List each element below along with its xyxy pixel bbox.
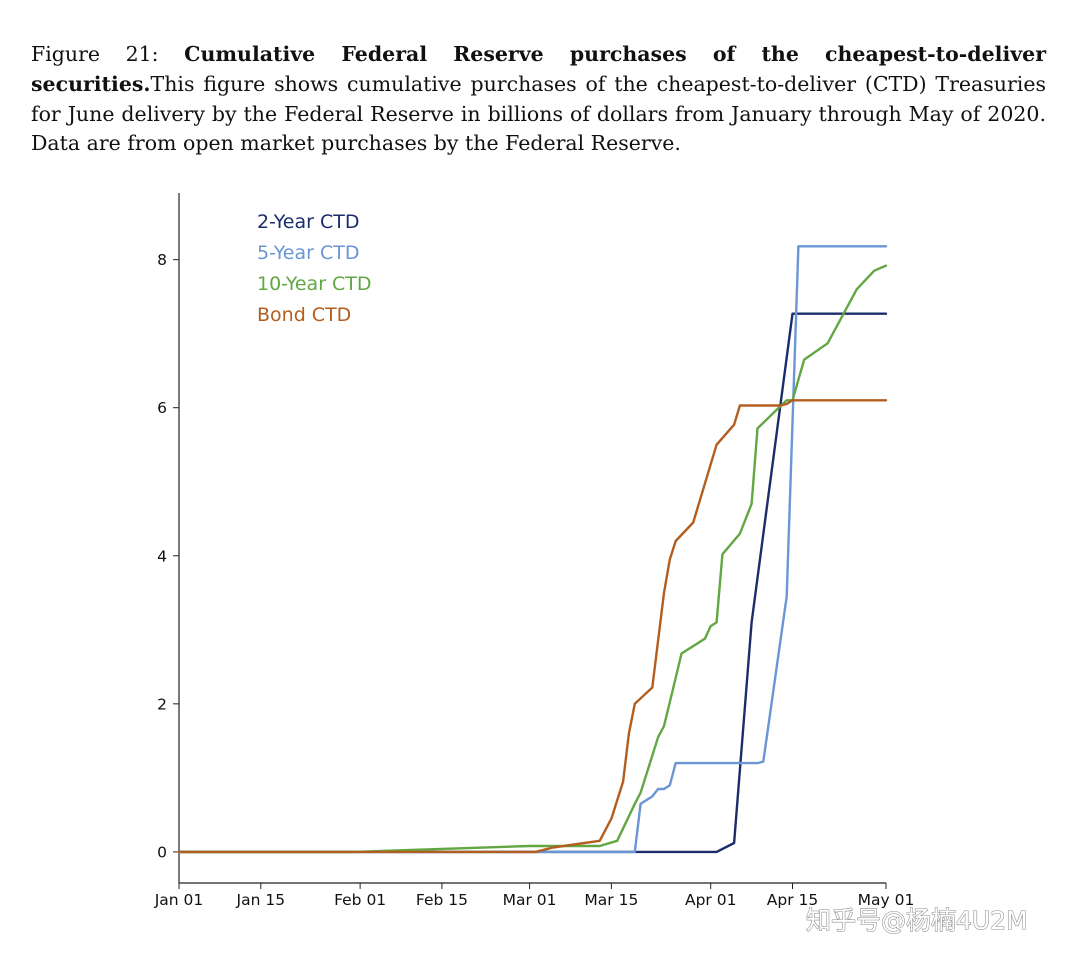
- chart-legend: 2-Year CTD 5-Year CTD 10-Year CTD Bond CTD: [257, 211, 372, 326]
- x-tick-label: Mar 15: [584, 891, 638, 909]
- x-tick-label: Feb 01: [334, 891, 386, 909]
- series-line-2-year-ctd: [177, 312, 888, 854]
- chart-axes: 0 2 4 6 8 Jan 01 Jan 15 Feb 01 Feb 15 Mar 01 Mar 1…: [154, 193, 915, 909]
- x-tick-label: Mar 01: [503, 891, 557, 909]
- x-tick-label: Feb 15: [416, 891, 468, 909]
- x-tick-label: Jan 01: [154, 891, 204, 909]
- x-tick-label: Apr 15: [767, 891, 818, 909]
- figure-caption: Figure 21: Cumulative Federal Reserve pu…: [31, 40, 1046, 159]
- legend-label-10-year-ctd: 10-Year CTD: [257, 273, 372, 295]
- y-tick-label: 6: [157, 399, 167, 417]
- x-tick-label: May 01: [858, 891, 915, 909]
- caption-text: This figure shows cumulative purchases o…: [31, 71, 1046, 156]
- x-tick-label: Jan 15: [236, 891, 286, 909]
- legend-label-5-year-ctd: 5-Year CTD: [257, 242, 359, 264]
- caption-label: Figure 21:: [31, 42, 159, 66]
- legend-label-bond-ctd: Bond CTD: [257, 304, 351, 326]
- series-line-5-year-ctd: [177, 245, 888, 854]
- chart-series: [177, 245, 888, 854]
- legend-label-2-year-ctd: 2-Year CTD: [257, 211, 359, 233]
- series-line-bond-ctd: [177, 399, 888, 854]
- y-tick-label: 2: [157, 695, 167, 713]
- y-tick-label: 8: [157, 251, 167, 269]
- series-line-10-year-ctd: [177, 264, 888, 854]
- y-tick-label: 0: [157, 843, 167, 861]
- y-tick-label: 4: [157, 547, 167, 565]
- watermark-text: 知乎号@杨楠4U2M: [806, 906, 1028, 935]
- caption-title: Cumulative Federal Reserve purchases of …: [31, 42, 1046, 96]
- x-tick-label: Apr 01: [685, 891, 736, 909]
